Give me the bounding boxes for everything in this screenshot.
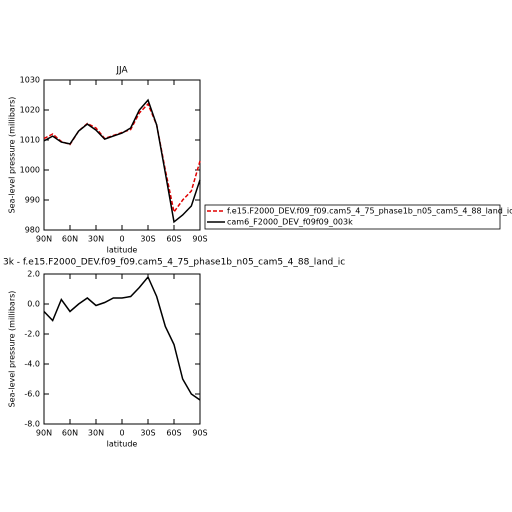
data-line (43, 275, 201, 401)
legend-label: f.e15.F2000_DEV.f09_f09.cam5_4_75_phase1… (227, 207, 512, 216)
y-tick-label: 0.0 (27, 300, 40, 309)
y-tick-label: 1000 (20, 166, 40, 175)
x-axis-label: latitude (107, 246, 138, 255)
plot-frame (43, 79, 201, 231)
data-line (43, 98, 201, 224)
y-axis-label: Sea-level pressure (millibars) (8, 291, 17, 408)
x-tick-label: 30N (88, 429, 104, 438)
y-tick-label: -2.0 (24, 330, 40, 339)
x-tick-label: 30S (140, 235, 155, 244)
y-tick-label: 1020 (20, 106, 40, 115)
y-axis-label: Sea-level pressure (millibars) (8, 97, 17, 214)
x-tick-label: 90N (36, 429, 52, 438)
x-tick-label: 60N (62, 429, 78, 438)
chart-title: JJA (115, 66, 128, 76)
plot-frame (43, 273, 201, 425)
y-tick-label: 980 (25, 226, 40, 235)
x-tick-label: 30N (88, 235, 104, 244)
chart-title: 3k - f.e15.F2000_DEV.f09_f09.cam5_4_75_p… (3, 258, 345, 268)
y-tick-label: 1010 (20, 136, 40, 145)
x-tick-label: 60S (166, 235, 181, 244)
x-tick-label: 0 (119, 235, 124, 244)
x-tick-label: 90S (192, 429, 207, 438)
y-tick-label: -6.0 (24, 390, 40, 399)
legend-box (204, 204, 501, 230)
data-line (43, 102, 201, 214)
x-tick-label: 60S (166, 429, 181, 438)
x-tick-label: 90S (192, 235, 207, 244)
y-tick-label: -8.0 (24, 420, 40, 429)
x-axis-label: latitude (107, 440, 138, 449)
x-tick-label: 30S (140, 429, 155, 438)
y-tick-label: 2.0 (27, 270, 40, 279)
y-tick-label: -4.0 (24, 360, 40, 369)
y-tick-label: 990 (25, 196, 40, 205)
x-tick-label: 60N (62, 235, 78, 244)
legend-label: cam6_F2000_DEV_f09f09_003k (227, 218, 353, 227)
x-tick-label: 0 (119, 429, 124, 438)
x-tick-label: 90N (36, 235, 52, 244)
y-tick-label: 1030 (20, 76, 40, 85)
